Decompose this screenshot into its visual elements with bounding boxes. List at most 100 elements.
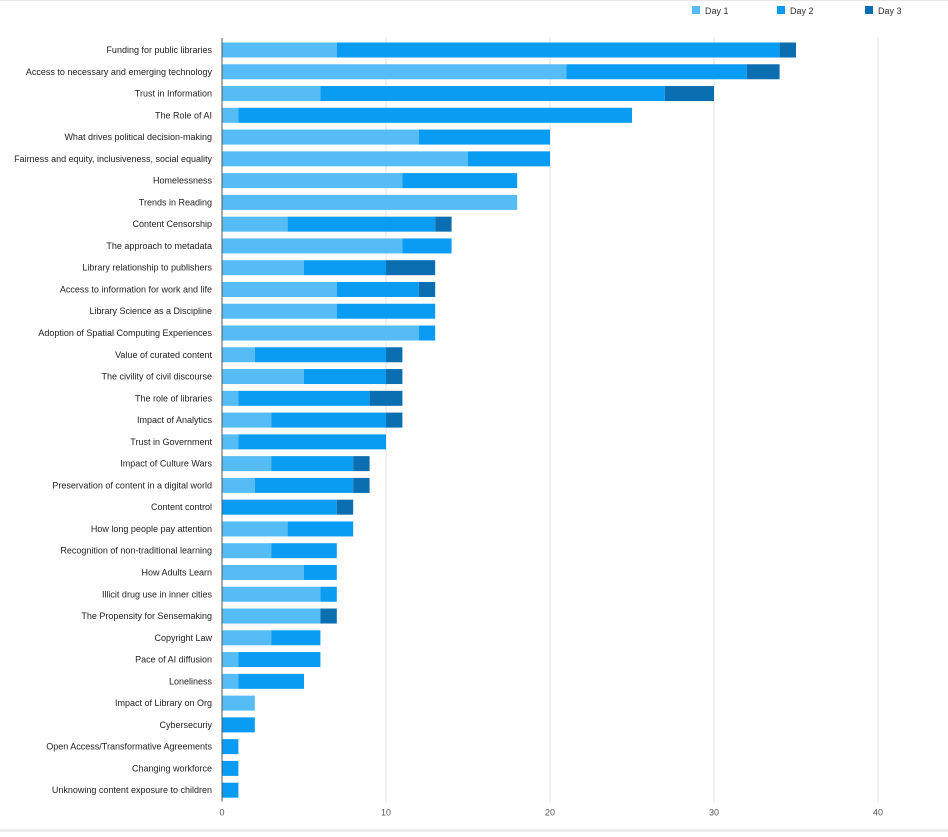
- x-tick-label: 20: [545, 808, 555, 818]
- bar-segment-day-2: [238, 107, 632, 123]
- bar-segment-day-1: [222, 564, 304, 580]
- category-label: The role of libraries: [135, 393, 213, 403]
- legend-label: Day 3: [878, 6, 902, 16]
- bar-segment-day-2: [320, 586, 337, 602]
- category-label: How Adults Learn: [141, 567, 212, 577]
- category-label: The approach to metadata: [106, 241, 212, 251]
- category-label: How long people pay attention: [91, 524, 212, 534]
- bar-segment-day-2: [271, 543, 337, 559]
- bar-segment-day-1: [222, 260, 304, 276]
- bar-segment-day-2: [402, 238, 452, 254]
- bar-segment-day-1: [222, 347, 255, 363]
- category-label: Access to necessary and emerging technol…: [26, 67, 213, 77]
- bar-segment-day-3: [320, 608, 337, 624]
- category-label: Access to information for work and life: [60, 284, 212, 294]
- bar-segment-day-2: [566, 64, 747, 80]
- legend: Day 1 Day 2 Day 3: [692, 6, 902, 16]
- bar-segment-day-3: [664, 86, 714, 102]
- bar-segment-day-2: [222, 499, 337, 515]
- category-label: Library relationship to publishers: [82, 263, 212, 273]
- bar-segment-day-2: [238, 673, 304, 689]
- category-label: Homelessness: [153, 176, 213, 186]
- bar-segment-day-2: [287, 216, 436, 232]
- bar-segment-day-3: [435, 216, 452, 232]
- bar-segment-day-1: [222, 216, 288, 232]
- bar-segment-day-3: [746, 64, 780, 80]
- category-label: The Role of AI: [155, 110, 212, 120]
- bar-segment-day-2: [222, 760, 239, 776]
- x-tick-label: 10: [381, 808, 391, 818]
- bar-segment-day-1: [222, 412, 272, 428]
- bar-segment-day-1: [222, 194, 518, 210]
- bar-segment-day-1: [222, 630, 272, 646]
- category-labels: Funding for public libraries Access to ne…: [14, 45, 212, 795]
- category-label: Content control: [151, 502, 212, 512]
- bar-segment-day-2: [287, 521, 354, 537]
- bar-segment-day-3: [369, 390, 403, 406]
- bar-segment-day-3: [353, 477, 370, 493]
- bar-segment-day-2: [254, 347, 386, 363]
- category-label: Value of curated content: [115, 350, 212, 360]
- category-label: What drives political decision-making: [64, 132, 212, 142]
- x-tick-label: 40: [873, 808, 883, 818]
- bar-segment-day-2: [418, 325, 436, 341]
- bar-segment-day-3: [418, 281, 436, 297]
- bar-segment-day-2: [304, 564, 337, 580]
- legend-swatch: [865, 6, 873, 14]
- bar-segment-day-2: [222, 782, 239, 798]
- bar-segment-day-1: [222, 129, 419, 145]
- bar-segment-day-1: [222, 695, 255, 711]
- bar-segment-day-2: [304, 369, 386, 385]
- category-label: Fairness and equity, inclusiveness, soci…: [14, 154, 212, 164]
- category-label: Unknowing content exposure to children: [52, 785, 212, 795]
- bar-segment-day-2: [320, 86, 665, 102]
- x-axis-ticks: 0 10 20 30 40: [219, 808, 883, 818]
- bar-segment-day-2: [468, 151, 550, 167]
- bar-segment-day-2: [222, 717, 255, 733]
- bar-segment-day-1: [222, 369, 304, 385]
- legend-swatch: [692, 6, 700, 14]
- top-divider: [0, 0, 948, 1]
- bar-segment-day-3: [336, 499, 354, 515]
- bar-segment-day-1: [222, 434, 239, 450]
- category-label: Impact of Culture Wars: [120, 459, 212, 469]
- category-label: The Propensity for Sensemaking: [81, 611, 212, 621]
- bar-segment-day-2: [238, 434, 386, 450]
- bar-segment-day-2: [271, 456, 354, 472]
- category-label: Impact of Analytics: [137, 415, 213, 425]
- legend-swatch: [777, 6, 785, 14]
- category-label: Library Science as a Discipline: [89, 306, 212, 316]
- bar-segment-day-1: [222, 42, 337, 58]
- category-label: Pace of AI diffusion: [135, 655, 212, 665]
- bar-segment-day-1: [222, 477, 255, 493]
- bar-segment-day-1: [222, 64, 567, 80]
- bar-segment-day-1: [222, 107, 239, 123]
- category-label: Open Access/Transformative Agreements: [46, 742, 212, 752]
- bar-segment-day-2: [238, 652, 321, 668]
- bar-segment-day-3: [386, 260, 436, 276]
- bar-segment-day-1: [222, 238, 403, 254]
- x-tick-label: 30: [709, 808, 719, 818]
- category-label: Changing workforce: [132, 763, 212, 773]
- bar-segment-day-2: [238, 390, 370, 406]
- category-label: Preservation of content in a digital wor…: [52, 480, 212, 490]
- bar-segment-day-2: [271, 412, 386, 428]
- category-label: Illicit drug use in inner cities: [102, 589, 213, 599]
- bar-segment-day-1: [222, 281, 337, 297]
- bar-segment-day-1: [222, 325, 419, 341]
- bar-segment-day-3: [779, 42, 796, 58]
- legend-label: Day 2: [790, 6, 814, 16]
- category-label: Cybersecuriy: [159, 720, 212, 730]
- bar-segment-day-1: [222, 608, 321, 624]
- bar-segment-day-3: [386, 412, 403, 428]
- bar-segment-day-1: [222, 673, 239, 689]
- category-label: The civility of civil discourse: [101, 372, 212, 382]
- category-label: Copyright Law: [154, 633, 212, 643]
- bar-segment-day-1: [222, 521, 288, 537]
- bar-segment-day-2: [254, 477, 354, 493]
- category-label: Recognition of non-traditional learning: [60, 546, 212, 556]
- bar-segment-day-1: [222, 456, 272, 472]
- category-label: Adoption of Spatial Computing Experience…: [38, 328, 212, 338]
- bar-segment-day-1: [222, 86, 321, 102]
